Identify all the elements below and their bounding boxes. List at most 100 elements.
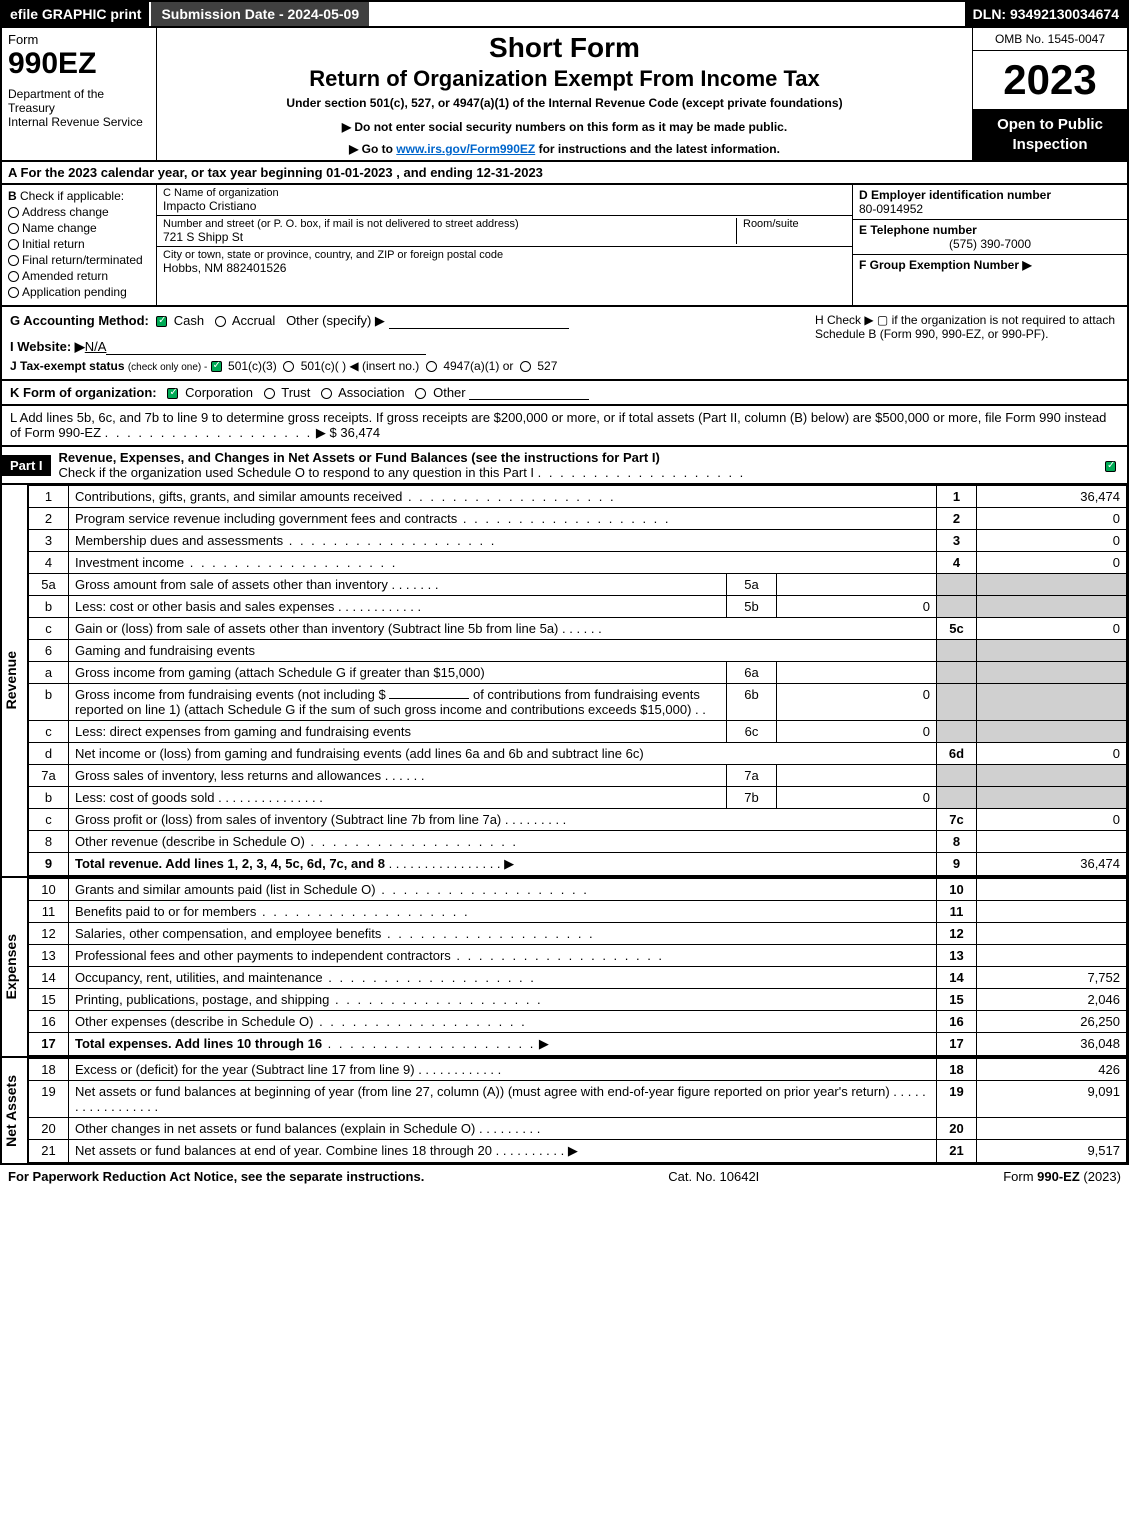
- form-header: Form 990EZ Department of the Treasury In…: [0, 28, 1129, 162]
- l7b-num: b: [29, 787, 69, 809]
- l5c-num: c: [29, 618, 69, 640]
- l4-text: Investment income: [69, 552, 937, 574]
- line-3: 3Membership dues and assessments30: [29, 530, 1127, 552]
- col-def: D Employer identification number 80-0914…: [852, 185, 1127, 305]
- do-not-enter: ▶ Do not enter social security numbers o…: [165, 120, 964, 134]
- chk-name-change-label: Name change: [22, 221, 97, 235]
- l20-amt: [977, 1118, 1127, 1140]
- line-11: 11Benefits paid to or for members11: [29, 901, 1127, 923]
- chk-4947[interactable]: [426, 361, 437, 372]
- chk-501c3[interactable]: [211, 361, 222, 372]
- line-6b: bGross income from fundraising events (n…: [29, 684, 1127, 721]
- efile-label[interactable]: efile GRAPHIC print: [2, 2, 149, 26]
- g-line: G Accounting Method: Cash Accrual Other …: [10, 313, 799, 329]
- chk-corporation[interactable]: [167, 388, 178, 399]
- l4-ln: 4: [937, 552, 977, 574]
- part1-dots: [538, 465, 746, 480]
- l17-num: 17: [29, 1033, 69, 1056]
- col-c: C Name of organization Impacto Cristiano…: [157, 185, 852, 305]
- header-middle: Short Form Return of Organization Exempt…: [157, 28, 972, 160]
- accrual-label: Accrual: [232, 313, 275, 328]
- l18-ln: 18: [937, 1059, 977, 1081]
- chk-other-org[interactable]: [415, 388, 426, 399]
- l1-ln: 1: [937, 486, 977, 508]
- e-phone: E Telephone number (575) 390-7000: [853, 220, 1127, 255]
- l5a-subv: [777, 574, 937, 596]
- chk-cash[interactable]: [156, 316, 167, 327]
- l13-text: Professional fees and other payments to …: [69, 945, 937, 967]
- part1-check: Check if the organization used Schedule …: [59, 465, 535, 480]
- k-label: K Form of organization:: [10, 385, 157, 400]
- c-city-row: City or town, state or province, country…: [157, 247, 852, 277]
- chk-initial-return[interactable]: Initial return: [8, 237, 150, 251]
- l17-ln: 17: [937, 1033, 977, 1056]
- l7b-subv: 0: [777, 787, 937, 809]
- footer-left: For Paperwork Reduction Act Notice, see …: [8, 1169, 424, 1184]
- netassets-vlabel-cell: Net Assets: [2, 1058, 28, 1163]
- line-20: 20Other changes in net assets or fund ba…: [29, 1118, 1127, 1140]
- netassets-section: Net Assets 18Excess or (deficit) for the…: [0, 1058, 1129, 1165]
- chk-name-change[interactable]: Name change: [8, 221, 150, 235]
- l16-num: 16: [29, 1011, 69, 1033]
- l18-num: 18: [29, 1059, 69, 1081]
- section-a-text: A For the 2023 calendar year, or tax yea…: [8, 165, 543, 180]
- k-trust: Trust: [281, 385, 310, 400]
- line-5c: cGain or (loss) from sale of assets othe…: [29, 618, 1127, 640]
- l7b-sub: 7b: [727, 787, 777, 809]
- line-17: 17Total expenses. Add lines 10 through 1…: [29, 1033, 1127, 1056]
- l21-text: Net assets or fund balances at end of ye…: [69, 1140, 937, 1163]
- form-number: 990EZ: [8, 47, 150, 81]
- chk-527[interactable]: [520, 361, 531, 372]
- g-label: G Accounting Method:: [10, 313, 149, 328]
- l6c-subv: 0: [777, 721, 937, 743]
- footer-right: Form 990-EZ (2023): [1003, 1169, 1121, 1184]
- chk-association[interactable]: [321, 388, 332, 399]
- goto-post: for instructions and the latest informat…: [535, 142, 780, 156]
- block-bcdef: B B Check if applicable:Check if applica…: [0, 185, 1129, 307]
- l7b-shade2: [977, 787, 1127, 809]
- return-title: Return of Organization Exempt From Incom…: [165, 66, 964, 92]
- chk-address-change[interactable]: Address change: [8, 205, 150, 219]
- under-section: Under section 501(c), 527, or 4947(a)(1)…: [165, 96, 964, 110]
- l6a-shade1: [937, 662, 977, 684]
- l11-num: 11: [29, 901, 69, 923]
- l21-num: 21: [29, 1140, 69, 1163]
- chk-part1-schedule-o[interactable]: [1105, 461, 1116, 472]
- l6b-num: b: [29, 684, 69, 721]
- chk-application-pending[interactable]: Application pending: [8, 285, 150, 299]
- l6a-sub: 6a: [727, 662, 777, 684]
- dln: DLN: 93492130034674: [965, 2, 1127, 26]
- l-amt: ▶ $ 36,474: [316, 425, 380, 440]
- part1-header: Part I Revenue, Expenses, and Changes in…: [0, 447, 1129, 485]
- header-left: Form 990EZ Department of the Treasury In…: [2, 28, 157, 160]
- chk-initial-return-label: Initial return: [22, 237, 85, 251]
- l14-num: 14: [29, 967, 69, 989]
- line-9: 9Total revenue. Add lines 1, 2, 3, 4, 5c…: [29, 853, 1127, 876]
- chk-501c[interactable]: [283, 361, 294, 372]
- line-6d: dNet income or (loss) from gaming and fu…: [29, 743, 1127, 765]
- chk-amended-return[interactable]: Amended return: [8, 269, 150, 283]
- l11-text: Benefits paid to or for members: [69, 901, 937, 923]
- l5b-text: Less: cost or other basis and sales expe…: [69, 596, 727, 618]
- l11-amt: [977, 901, 1127, 923]
- l13-num: 13: [29, 945, 69, 967]
- i-label: I Website: ▶: [10, 339, 85, 354]
- line-13: 13Professional fees and other payments t…: [29, 945, 1127, 967]
- chk-amended-return-label: Amended return: [22, 269, 108, 283]
- l10-text: Grants and similar amounts paid (list in…: [69, 879, 937, 901]
- l20-ln: 20: [937, 1118, 977, 1140]
- chk-trust[interactable]: [264, 388, 275, 399]
- short-form-title: Short Form: [165, 32, 964, 64]
- tax-year: 2023: [973, 51, 1127, 109]
- k-other-blank: [469, 386, 589, 400]
- revenue-table: 1Contributions, gifts, grants, and simil…: [28, 485, 1127, 876]
- l21-ln: 21: [937, 1140, 977, 1163]
- room-label: Room/suite: [743, 218, 846, 230]
- chk-final-return[interactable]: Final return/terminated: [8, 253, 150, 267]
- l8-ln: 8: [937, 831, 977, 853]
- line-18: 18Excess or (deficit) for the year (Subt…: [29, 1059, 1127, 1081]
- revenue-label: Revenue: [3, 651, 27, 709]
- line-5b: bLess: cost or other basis and sales exp…: [29, 596, 1127, 618]
- irs-link[interactable]: www.irs.gov/Form990EZ: [396, 142, 535, 156]
- chk-accrual[interactable]: [215, 316, 226, 327]
